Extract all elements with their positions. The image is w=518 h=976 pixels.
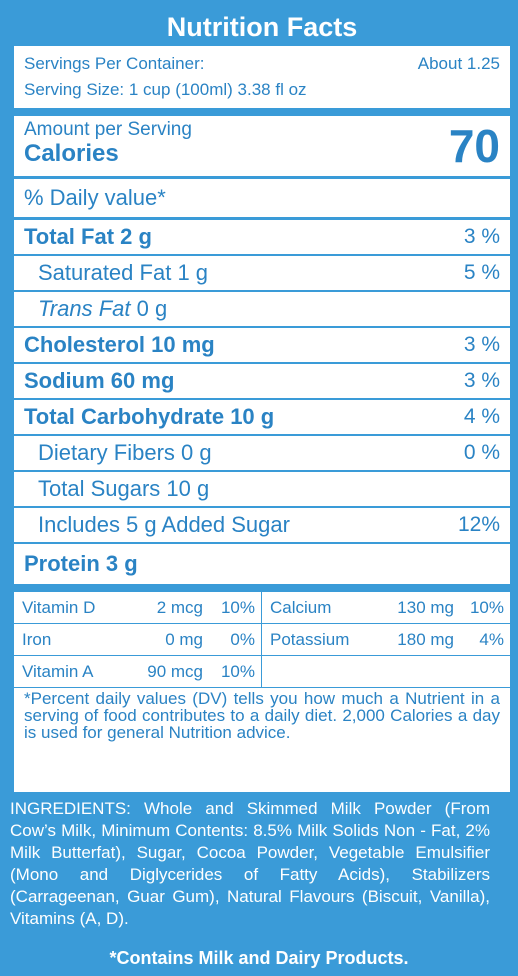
nutrition-facts-panel: Nutrition Facts Servings Per Container: … [12, 6, 512, 794]
nutrient-row-saturated-fat: Saturated Fat 1 g 5 % [14, 256, 510, 292]
nutrient-percent: 4 % [463, 405, 500, 428]
nutrient-amount: 10 g [166, 476, 210, 501]
nutrient-percent: 5 % [463, 261, 500, 284]
vitamin-percent: 10% [469, 597, 504, 617]
nutrient-name: Trans Fat [38, 296, 131, 321]
nutrient-row-added-sugar: Includes 5 g Added Sugar 12% [14, 508, 510, 544]
divider-thick [14, 108, 510, 116]
nutrient-row-protein: Protein 3 g [14, 544, 510, 592]
nutrient-amount: 10 g [230, 404, 275, 429]
ingredients-text: INGREDIENTS: Whole and Skimmed Milk Powd… [10, 799, 490, 928]
nutrient-percent: 0 % [463, 441, 500, 464]
vitamin-name: Vitamin A [22, 661, 94, 681]
daily-value-header: % Daily value* [24, 185, 166, 210]
nutrient-row-sodium: Sodium 60 mg 3 % [14, 364, 510, 400]
amount-per-serving-label: Amount per Serving [24, 119, 192, 140]
vitamin-cell-vitamin-d: Vitamin D 2 mcg 10% [14, 592, 262, 624]
vitamin-amount: 180 mg [397, 629, 454, 649]
servings-value: About 1.25 [417, 54, 500, 73]
servings-label: Servings Per Container: [24, 54, 205, 73]
nutrient-amount: 2 g [120, 224, 152, 249]
nutrient-name: Protein [24, 551, 100, 576]
vitamin-percent: 4% [479, 629, 504, 649]
nutrient-name: Includes 5 g Added Sugar [38, 512, 290, 537]
nutrient-amount: 3 g [105, 551, 138, 576]
vitamin-amount: 0 mg [165, 629, 203, 649]
nutrient-name: Dietary Fibers [38, 440, 175, 465]
nutrient-name: Total Carbohydrate [24, 404, 225, 429]
vitamin-percent: 10% [220, 661, 255, 681]
vitamins-grid: Vitamin D 2 mcg 10% Calcium 130 mg 10% I… [14, 592, 510, 688]
vitamin-cell-potassium: Potassium 180 mg 4% [262, 624, 510, 656]
vitamin-cell-iron: Iron 0 mg 0% [14, 624, 262, 656]
nutrient-name: Sodium [24, 368, 105, 393]
nutrient-percent: 3 % [463, 369, 500, 392]
nutrition-facts-title: Nutrition Facts [14, 8, 510, 46]
nutrient-amount: 0 g [181, 440, 212, 465]
vitamin-amount: 130 mg [397, 597, 454, 617]
allergen-statement: *Contains Milk and Dairy Products. [109, 948, 409, 968]
vitamin-name: Calcium [270, 597, 332, 617]
vitamin-amount: 90 mcg [147, 661, 203, 681]
divider-medium [14, 217, 510, 220]
calories-label: Calories [24, 140, 119, 167]
vitamin-name: Iron [22, 629, 52, 649]
vitamin-cell-empty [262, 656, 510, 688]
nutrient-amount: 1 g [177, 260, 209, 285]
serving-size: Serving Size: 1 cup (100ml) 3.38 fl oz [24, 80, 307, 99]
nutrient-amount: 10 mg [151, 332, 215, 357]
vitamin-percent: 0% [230, 629, 255, 649]
vitamin-name: Vitamin D [22, 597, 96, 617]
nutrient-name: Saturated Fat [38, 260, 172, 285]
daily-value-footnote: *Percent daily values (DV) tells you how… [24, 689, 500, 742]
vitamin-percent: 10% [220, 597, 255, 617]
nutrient-name: Cholesterol [24, 332, 146, 357]
nutrient-percent: 3 % [463, 333, 500, 356]
divider-medium [14, 176, 510, 179]
nutrient-row-total-carbohydrate: Total Carbohydrate 10 g 4 % [14, 400, 510, 436]
nutrient-row-dietary-fibers: Dietary Fibers 0 g 0 % [14, 436, 510, 472]
vitamin-amount: 2 mcg [156, 597, 203, 617]
vitamin-cell-calcium: Calcium 130 mg 10% [262, 592, 510, 624]
vitamin-name: Potassium [270, 629, 350, 649]
nutrient-percent: 12% [457, 513, 500, 536]
nutrient-amount: 0 g [136, 296, 168, 321]
calories-section: Amount per Serving Calories 70 [14, 116, 510, 176]
servings-per-container-row: Servings Per Container: About 1.25 [14, 46, 510, 80]
nutrient-row-total-sugars: Total Sugars 10 g [14, 472, 510, 508]
vitamin-cell-vitamin-a: Vitamin A 90 mcg 10% [14, 656, 262, 688]
nutrient-amount: 60 mg [110, 368, 175, 393]
calories-value: 70 [448, 120, 500, 172]
nutrient-name: Total Fat [24, 224, 115, 249]
nutrient-name: Total Sugars [38, 476, 161, 501]
nutrient-row-trans-fat: Trans Fat 0 g [14, 292, 510, 328]
nutrient-percent: 3 % [463, 225, 500, 248]
nutrient-row-cholesterol: Cholesterol 10 mg 3 % [14, 328, 510, 364]
serving-size-row: Serving Size: 1 cup (100ml) 3.38 fl oz [14, 80, 510, 104]
nutrient-row-total-fat: Total Fat 2 g 3 % [14, 220, 510, 256]
